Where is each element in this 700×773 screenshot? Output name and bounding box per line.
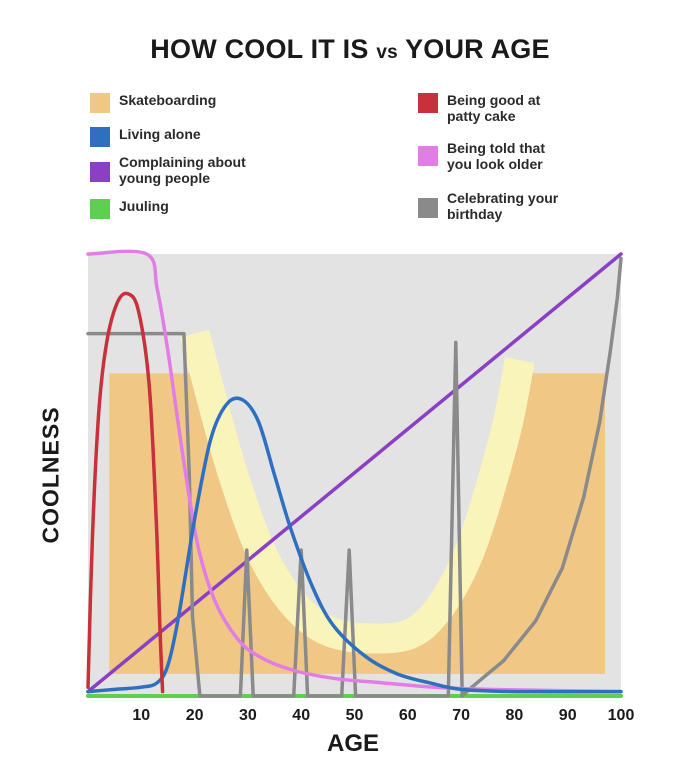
chart-title-main: HOW COOL IT IS bbox=[150, 34, 369, 64]
chart-title-vs: vs bbox=[376, 42, 398, 63]
legend-label: Living alone bbox=[119, 126, 201, 142]
x-tick-label: 70 bbox=[452, 707, 470, 724]
series-line-celebrating-your-birthday bbox=[86, 256, 623, 698]
legend-swatch bbox=[418, 146, 438, 166]
y-axis-label: COOLNESS bbox=[37, 406, 64, 544]
series-line-being-good-at-patty-cake bbox=[86, 291, 165, 694]
x-tick-label: 10 bbox=[132, 707, 150, 724]
chart-title-end: YOUR AGE bbox=[405, 34, 550, 64]
x-tick-label: 90 bbox=[559, 707, 577, 724]
legend-label: Being told that you look older bbox=[447, 140, 545, 172]
legend-item-complaining: Complaining about young people bbox=[90, 154, 246, 186]
legend-item-birthday: Celebrating your birthday bbox=[418, 190, 558, 222]
x-tick-label: 80 bbox=[506, 707, 524, 724]
x-tick-label: 30 bbox=[239, 707, 257, 724]
legend-item-living-alone: Living alone bbox=[90, 126, 201, 147]
legend-item-patty-cake: Being good at patty cake bbox=[418, 92, 540, 124]
legend-swatch bbox=[418, 198, 438, 218]
legend-label: Complaining about young people bbox=[119, 154, 246, 186]
legend-swatch bbox=[90, 199, 110, 219]
x-tick-label: 100 bbox=[608, 707, 635, 724]
x-tick-label: 20 bbox=[186, 707, 204, 724]
series-line-being-told-that-you-look-older bbox=[86, 249, 623, 694]
legend-swatch bbox=[90, 162, 110, 182]
legend-item-told-older: Being told that you look older bbox=[418, 140, 545, 172]
legend-item-skateboarding: Skateboarding bbox=[90, 92, 216, 113]
x-axis-label: AGE bbox=[326, 730, 379, 757]
skateboarding-ramp bbox=[109, 373, 606, 674]
skateboarding-band bbox=[180, 329, 535, 654]
legend-label: Being good at patty cake bbox=[447, 92, 541, 124]
x-tick-label: 50 bbox=[346, 707, 364, 724]
legend-item-juuling: Juuling bbox=[90, 198, 169, 219]
x-tick-label: 60 bbox=[399, 707, 417, 724]
legend-swatch bbox=[418, 93, 438, 113]
legend-label: Celebrating your birthday bbox=[447, 190, 559, 222]
legend-label: Juuling bbox=[119, 198, 169, 214]
x-tick-label: 40 bbox=[292, 707, 310, 724]
legend-swatch bbox=[90, 127, 110, 147]
chart-title: HOW COOL IT IS vs YOUR AGE bbox=[0, 34, 700, 65]
legend-label: Skateboarding bbox=[119, 92, 217, 108]
legend-swatch bbox=[90, 93, 110, 113]
